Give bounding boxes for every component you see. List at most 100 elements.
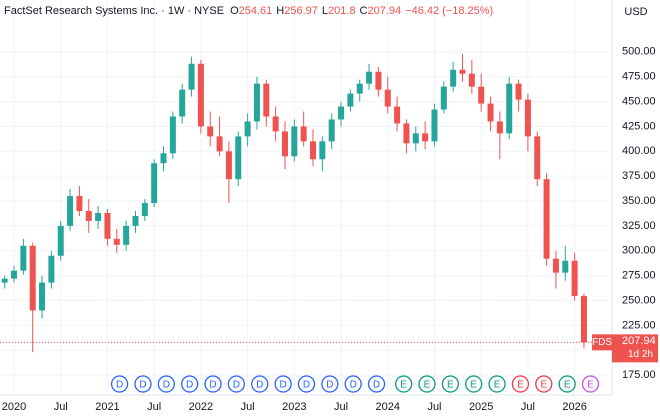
event-marker <box>181 375 199 393</box>
candle-body <box>48 255 55 283</box>
candle-body <box>11 270 18 279</box>
event-label: E <box>470 380 477 391</box>
y-tick-label: 350.00 <box>622 195 656 207</box>
event-marker <box>227 375 246 393</box>
event-marker <box>157 375 175 393</box>
event-label: D <box>303 380 310 391</box>
candle-body <box>450 69 457 87</box>
ticker-label: FDS <box>592 337 612 348</box>
candle-body <box>468 73 475 87</box>
event-label: E <box>494 380 501 391</box>
x-tick-label: 2023 <box>282 401 306 413</box>
candle-body <box>20 245 27 271</box>
candle-body <box>207 126 214 137</box>
candle-body <box>506 83 513 134</box>
event-marker <box>558 375 576 393</box>
event-label: D <box>326 380 333 391</box>
candle-body <box>347 93 354 107</box>
event-marker <box>204 375 222 393</box>
candle-body <box>179 89 186 117</box>
header: FactSet Research Systems Inc. · 1W · NYS… <box>4 5 493 17</box>
event-label: E <box>447 380 454 391</box>
event-marker <box>251 375 269 393</box>
event-label: E <box>540 380 547 391</box>
event-marker <box>394 375 413 393</box>
y-tick-label: 250.00 <box>622 294 656 306</box>
event-label: D <box>373 380 380 391</box>
candle-body <box>496 121 503 134</box>
candle-body <box>188 63 195 90</box>
candle-body <box>95 212 102 221</box>
event-label: D <box>233 380 240 391</box>
event-marker <box>488 375 506 393</box>
candle-body <box>580 295 587 343</box>
candle-body <box>104 212 111 239</box>
candle-body <box>29 245 36 311</box>
event-label: E <box>517 380 524 391</box>
candle-body <box>543 179 550 259</box>
candle-body <box>319 141 326 160</box>
candle-body <box>534 136 541 180</box>
y-tick-label: 500.00 <box>622 46 656 58</box>
ticker-tag <box>592 334 612 351</box>
event-label: E <box>400 380 407 391</box>
x-tick-label: Jul <box>147 401 161 413</box>
ohlc-prefix: O <box>230 5 239 17</box>
candle-body <box>300 126 307 142</box>
candle-body <box>375 71 382 90</box>
y-tick-label: 225.00 <box>622 319 656 331</box>
candle-body <box>151 163 158 204</box>
event-marker <box>535 375 553 393</box>
candle-body <box>431 109 438 142</box>
currency: USD <box>624 6 647 18</box>
candle-body <box>338 106 345 120</box>
symbol-title: FactSet Research Systems Inc. · 1W · NYS… <box>4 5 224 17</box>
candle-body <box>169 116 176 154</box>
y-tick-label: 300.00 <box>622 245 656 257</box>
event-label: E <box>564 380 571 391</box>
event-label: D <box>350 380 357 391</box>
y-tick-label: 425.00 <box>622 120 656 132</box>
x-tick-label: Jul <box>334 401 348 413</box>
candle-body <box>160 153 167 164</box>
candle-body <box>141 203 148 216</box>
candle-body <box>253 83 260 122</box>
x-tick-label: Jul <box>521 401 535 413</box>
event-marker <box>367 375 386 393</box>
event-marker <box>441 375 460 393</box>
event-marker <box>511 375 530 393</box>
ohlc-value: 254.61 <box>239 5 273 17</box>
candle-body <box>515 83 522 100</box>
price-label: 207.94 <box>622 335 656 347</box>
y-tick-label: 450.00 <box>622 95 656 107</box>
event-marker <box>321 375 339 393</box>
candle-body <box>85 210 92 221</box>
x-tick-label: 2021 <box>95 401 119 413</box>
ohlc-prefix: L <box>322 5 328 17</box>
candle-body <box>487 103 494 122</box>
candle-body <box>356 83 363 94</box>
event-label: D <box>256 380 263 391</box>
x-tick-label: 2022 <box>189 401 213 413</box>
ohlc-prefix: C <box>360 5 368 17</box>
candle-body <box>235 136 242 180</box>
event-label: D <box>163 380 170 391</box>
candle-body <box>384 89 391 107</box>
x-tick-label: Jul <box>241 401 255 413</box>
event-label: E <box>424 380 431 391</box>
candle-body <box>57 225 64 256</box>
candle-body <box>225 151 232 180</box>
event-label: D <box>186 380 193 391</box>
x-tick-label: 2024 <box>376 401 400 413</box>
event-label: D <box>139 380 146 391</box>
x-tick-label: 2026 <box>562 401 586 413</box>
candle-body <box>403 123 410 144</box>
candle-body <box>412 133 419 144</box>
candle-body <box>132 215 139 226</box>
y-tick-label: 400.00 <box>622 145 656 157</box>
event-label: D <box>209 380 216 391</box>
candle-body <box>39 282 46 311</box>
event-marker <box>581 375 600 393</box>
price-tag <box>612 334 658 363</box>
